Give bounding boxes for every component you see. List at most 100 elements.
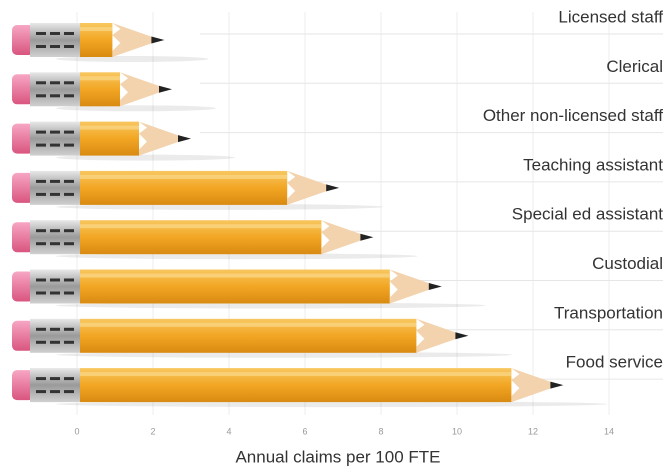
ferrule-band xyxy=(50,229,60,233)
ferrule-band xyxy=(50,45,60,48)
ferrule-band xyxy=(64,130,74,134)
pencil-lead xyxy=(360,233,374,241)
pencil-lead xyxy=(326,184,340,192)
pencil-bar xyxy=(12,220,418,260)
ferrule-band xyxy=(64,94,74,98)
x-tick-label: 12 xyxy=(528,426,538,436)
pencil-lead xyxy=(151,36,165,44)
ferrule-band xyxy=(36,32,46,35)
ferrule xyxy=(30,368,80,403)
ferrule-band xyxy=(36,94,46,98)
ferrule-band xyxy=(64,390,74,394)
x-axis-title: Annual claims per 100 FTE xyxy=(235,447,440,466)
pencil-lead xyxy=(159,85,172,93)
pencil-lead xyxy=(428,283,442,290)
ferrule-band xyxy=(50,81,60,85)
x-tick-label: 0 xyxy=(74,426,79,436)
pencil-cone xyxy=(112,23,153,57)
pencil-lead xyxy=(455,332,469,340)
ferrule-band xyxy=(64,327,74,331)
ferrule-band xyxy=(50,377,60,381)
ferrule-band xyxy=(36,278,46,282)
pencil-cone xyxy=(389,269,430,304)
ferrule-band xyxy=(64,377,74,381)
pencil-cone xyxy=(511,368,552,403)
ferrule-band xyxy=(50,130,60,134)
pencil-cone xyxy=(321,220,362,255)
grid xyxy=(76,12,610,415)
ferrule-band xyxy=(50,340,60,344)
category-label: Transportation xyxy=(554,303,663,322)
pencil-bar xyxy=(12,368,608,408)
x-tick-label: 10 xyxy=(452,426,462,436)
shadow xyxy=(56,56,209,62)
ferrule-band xyxy=(50,327,60,331)
ferrule-band xyxy=(36,377,46,381)
ferrule-band xyxy=(64,81,74,85)
category-label: Other non-licensed staff xyxy=(483,106,663,125)
eraser xyxy=(12,370,34,401)
category-label: Teaching assistant xyxy=(523,155,663,174)
x-tick-label: 6 xyxy=(302,426,307,436)
ferrule xyxy=(30,23,80,57)
category-label: Special ed assistant xyxy=(512,205,663,224)
category-label: Custodial xyxy=(592,254,663,273)
eraser xyxy=(12,172,34,203)
pencil-bar xyxy=(12,23,209,62)
ferrule-band xyxy=(50,242,60,246)
ferrule-band xyxy=(36,242,46,246)
body-highlight xyxy=(80,322,417,327)
x-tick-label: 2 xyxy=(150,426,155,436)
shadow xyxy=(56,253,418,260)
eraser xyxy=(12,123,34,154)
ferrule-band xyxy=(64,179,74,183)
ferrule-band xyxy=(64,242,74,246)
pencil-lead xyxy=(550,381,564,389)
body-highlight xyxy=(80,224,322,229)
shadow xyxy=(56,351,513,358)
body-highlight xyxy=(80,76,120,81)
body-highlight xyxy=(80,273,390,278)
shadow xyxy=(56,154,235,161)
ferrule-band xyxy=(36,192,46,196)
ferrule-band xyxy=(50,291,60,295)
ferrule xyxy=(30,318,80,353)
ferrule-band xyxy=(36,340,46,344)
ferrule-band xyxy=(36,390,46,394)
pencil-bar xyxy=(12,170,384,210)
ferrule-band xyxy=(50,94,60,98)
ferrule xyxy=(30,220,80,255)
pencil-cone xyxy=(139,121,179,156)
ferrule xyxy=(30,121,80,156)
shadow xyxy=(56,401,608,408)
ferrule-band xyxy=(36,179,46,183)
ferrule-band xyxy=(64,32,74,35)
ferrule xyxy=(30,72,80,107)
eraser xyxy=(12,320,34,351)
shadow xyxy=(56,105,216,112)
ferrule-band xyxy=(36,130,46,134)
ferrule-band xyxy=(64,45,74,48)
ferrule-band xyxy=(50,179,60,183)
ferrule-band xyxy=(36,81,46,85)
ferrule-band xyxy=(36,291,46,295)
body-highlight xyxy=(80,27,113,31)
ferrule-band xyxy=(36,327,46,331)
x-tick-label: 8 xyxy=(378,426,383,436)
ferrule-band xyxy=(50,278,60,282)
eraser xyxy=(12,222,34,253)
ferrule-band xyxy=(64,143,74,147)
pencil-cone xyxy=(287,170,328,205)
shadow xyxy=(56,203,384,210)
x-tick-label: 14 xyxy=(604,426,614,436)
category-label: Food service xyxy=(566,353,663,372)
body-highlight xyxy=(80,174,288,179)
body-highlight xyxy=(80,372,512,377)
shadow xyxy=(56,302,486,309)
pencil-bar xyxy=(12,72,216,112)
ferrule-band xyxy=(50,192,60,196)
eraser xyxy=(12,25,34,55)
ferrule-band xyxy=(36,143,46,147)
ferrule-band xyxy=(50,32,60,35)
